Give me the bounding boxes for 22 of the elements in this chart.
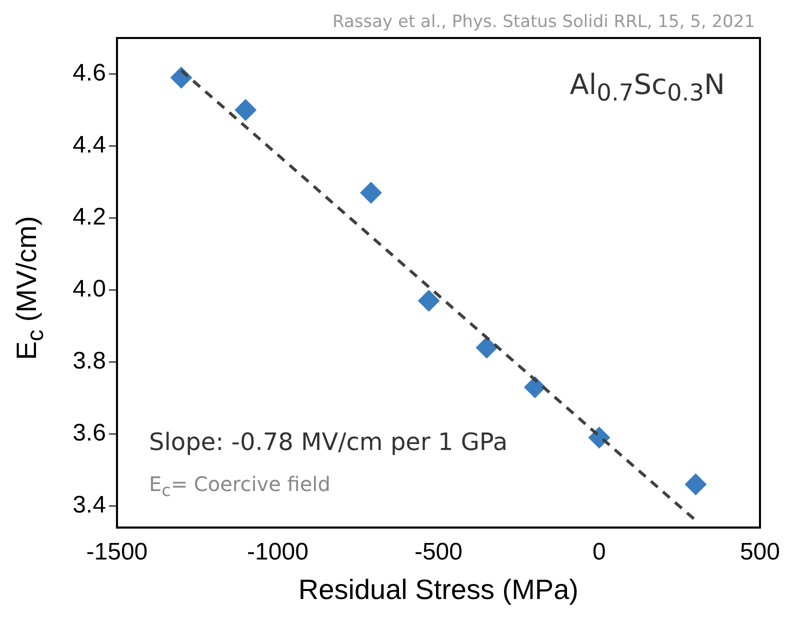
y-tick-label: 3.6 [72, 420, 106, 447]
x-tick-label: 500 [740, 538, 780, 566]
x-tick-label: 0 [592, 538, 606, 566]
x-tick-label: -500 [414, 538, 462, 566]
x-axis-title: Residual Stress (MPa) [298, 574, 579, 605]
y-tick-label: 3.4 [72, 492, 106, 519]
x-tick-label: -1500 [86, 538, 148, 566]
y-tick-label: 4.2 [72, 204, 106, 231]
y-tick-label: 4.4 [72, 132, 106, 159]
annotation: Slope: -0.78 MV/cm per 1 GPa [149, 428, 508, 456]
x-tick-label: -1000 [247, 538, 308, 566]
annotation: Al$_{0.7}$Sc$_{0.3}$N [570, 68, 725, 107]
point [476, 336, 498, 359]
text: Rassay et al., Phys. Status Solidi RRL, 15, 5, 2021 [332, 12, 755, 32]
point [418, 290, 440, 312]
y-tick-label: 4.6 [72, 60, 106, 87]
annotation: E$_{c}$= Coercive field [149, 472, 330, 500]
point [360, 182, 382, 204]
y-tick-label: 3.8 [72, 348, 106, 375]
y-tick-label: 4.0 [72, 276, 106, 303]
point [234, 99, 257, 121]
point [684, 473, 707, 496]
